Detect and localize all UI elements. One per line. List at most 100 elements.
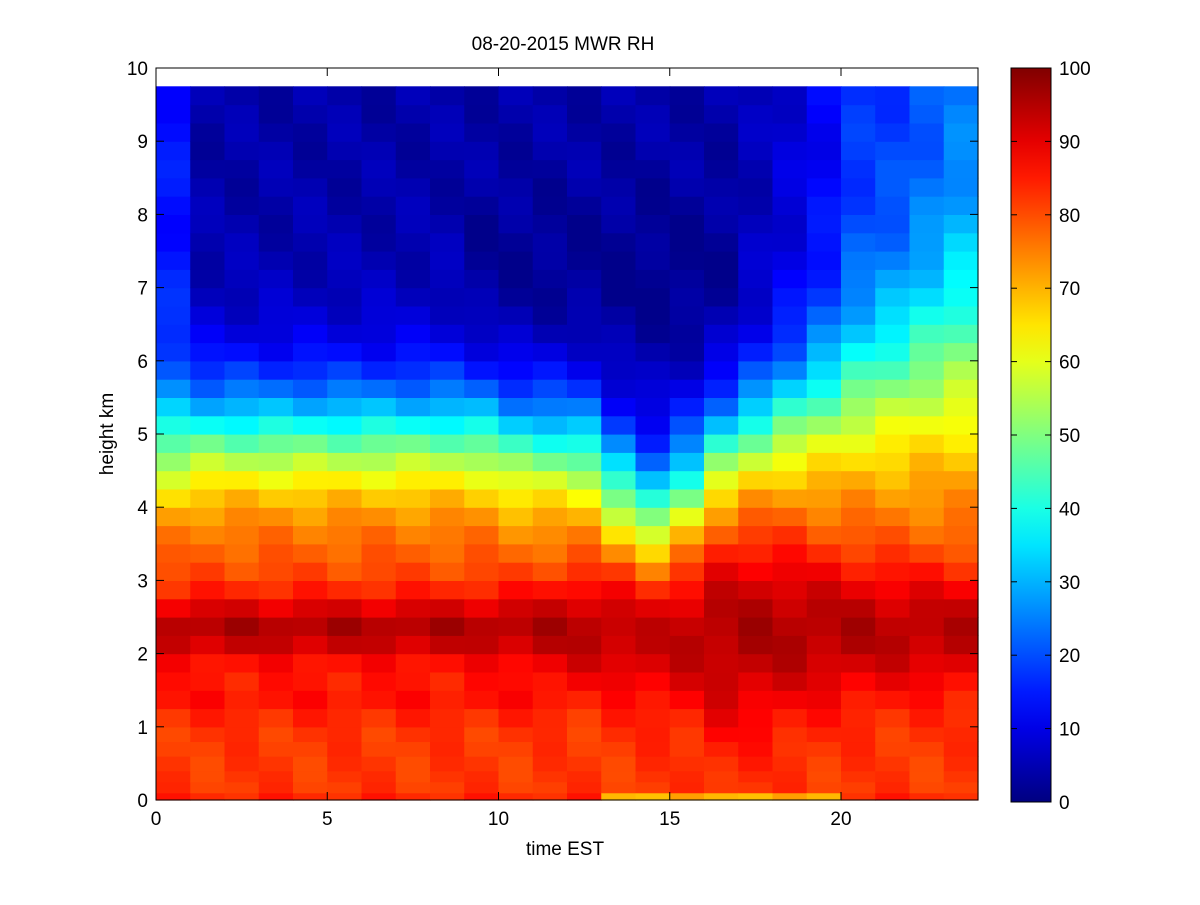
heatmap-cell [498,305,534,325]
heatmap-cell [635,415,671,435]
heatmap-cell [190,635,226,655]
heatmap-cell [224,159,260,179]
heatmap-cell [943,342,979,362]
heatmap-cell [704,360,739,380]
heatmap-cell [395,452,431,472]
heatmap-cell [772,756,808,772]
heatmap-cell [909,792,945,801]
heatmap-cell [532,671,568,691]
heatmap-cell [738,141,774,161]
heatmap-cell [635,452,671,472]
heatmap-cell [430,305,465,325]
heatmap-cell [498,269,534,289]
heatmap-cell [293,269,328,289]
heatmap-cell [258,598,294,618]
heatmap-cell [464,379,500,398]
heatmap-cell [156,741,191,757]
heatmap-cell [567,792,602,801]
heatmap-cell [430,507,465,527]
heatmap-cell [635,741,671,757]
heatmap-cell [635,360,671,380]
heatmap-cell [806,342,842,362]
heatmap-cell [841,470,876,490]
heatmap-cell [532,141,568,161]
heatmap-cell [224,360,260,380]
heatmap-cell [498,781,534,794]
heatmap-cell [909,360,945,380]
heatmap-cell [738,770,774,783]
heatmap-cell [841,580,876,600]
heatmap-cell [430,159,465,179]
heatmap-cell [464,635,500,655]
heatmap-cell [772,741,808,757]
heatmap-cell [258,690,294,710]
heatmap-cell [464,104,500,124]
heatmap-cell [361,598,397,618]
heatmap-cell [806,415,842,435]
heatmap-cell [772,287,808,307]
heatmap-cell [430,525,465,545]
heatmap-cell [635,104,671,124]
heatmap-cell [224,741,260,757]
heatmap-cell [327,708,363,728]
heatmap-cell [669,379,705,398]
heatmap-cell [464,214,500,234]
heatmap-cell [601,770,637,783]
heatmap-cell [704,214,739,234]
heatmap-cell [738,792,774,801]
heatmap-cell [498,159,534,179]
heatmap-cell [806,196,842,215]
heatmap-cell [806,690,842,710]
heatmap-cell [567,214,602,234]
heatmap-cell [875,305,911,325]
heatmap-cell [258,781,294,794]
heatmap-cell [601,360,637,380]
heatmap-cell [361,726,397,743]
heatmap-cell [532,653,568,673]
heatmap-cell [258,141,294,161]
heatmap-cell [498,177,534,197]
heatmap-cell [293,177,328,197]
heatmap-cell [875,792,911,801]
heatmap-cell [567,507,602,527]
heatmap-cell [943,756,979,772]
heatmap-cell [875,781,911,794]
heatmap-cell [772,305,808,325]
heatmap-cell [327,360,363,380]
heatmap-cell [190,756,226,772]
heatmap-cell [327,470,363,490]
heatmap-cell [943,741,979,757]
heatmap-cell [532,434,568,453]
heatmap-cell [430,434,465,453]
heatmap-cell [258,562,294,581]
heatmap-cell [258,232,294,252]
heatmap-cell [772,177,808,197]
colorbar-tick-label: 100 [1059,59,1091,80]
heatmap-cell [567,324,602,344]
heatmap-cell [841,653,876,673]
heatmap-cell [738,653,774,673]
heatmap-cell [464,287,500,307]
heatmap-cell [635,671,671,691]
heatmap-cell [601,525,637,545]
heatmap-cell [738,562,774,581]
heatmap-cell [841,434,876,453]
heatmap-cell [430,690,465,710]
heatmap-cell [395,781,431,794]
heatmap-cell [772,690,808,710]
heatmap-cell [327,580,363,600]
heatmap-cell [327,792,363,801]
heatmap-cell [430,756,465,772]
heatmap-cell [430,141,465,161]
heatmap-cell [361,434,397,453]
heatmap-cell [532,159,568,179]
colorbar-tick-label: 70 [1059,279,1080,300]
heatmap-cell [532,598,568,618]
heatmap-cell [327,232,363,252]
colorbar-tick-label: 50 [1059,426,1080,447]
y-tick-label: 10 [127,59,148,80]
heatmap-cell [841,598,876,618]
heatmap-cell [738,159,774,179]
heatmap-cell [669,708,705,728]
heatmap-cell [430,232,465,252]
